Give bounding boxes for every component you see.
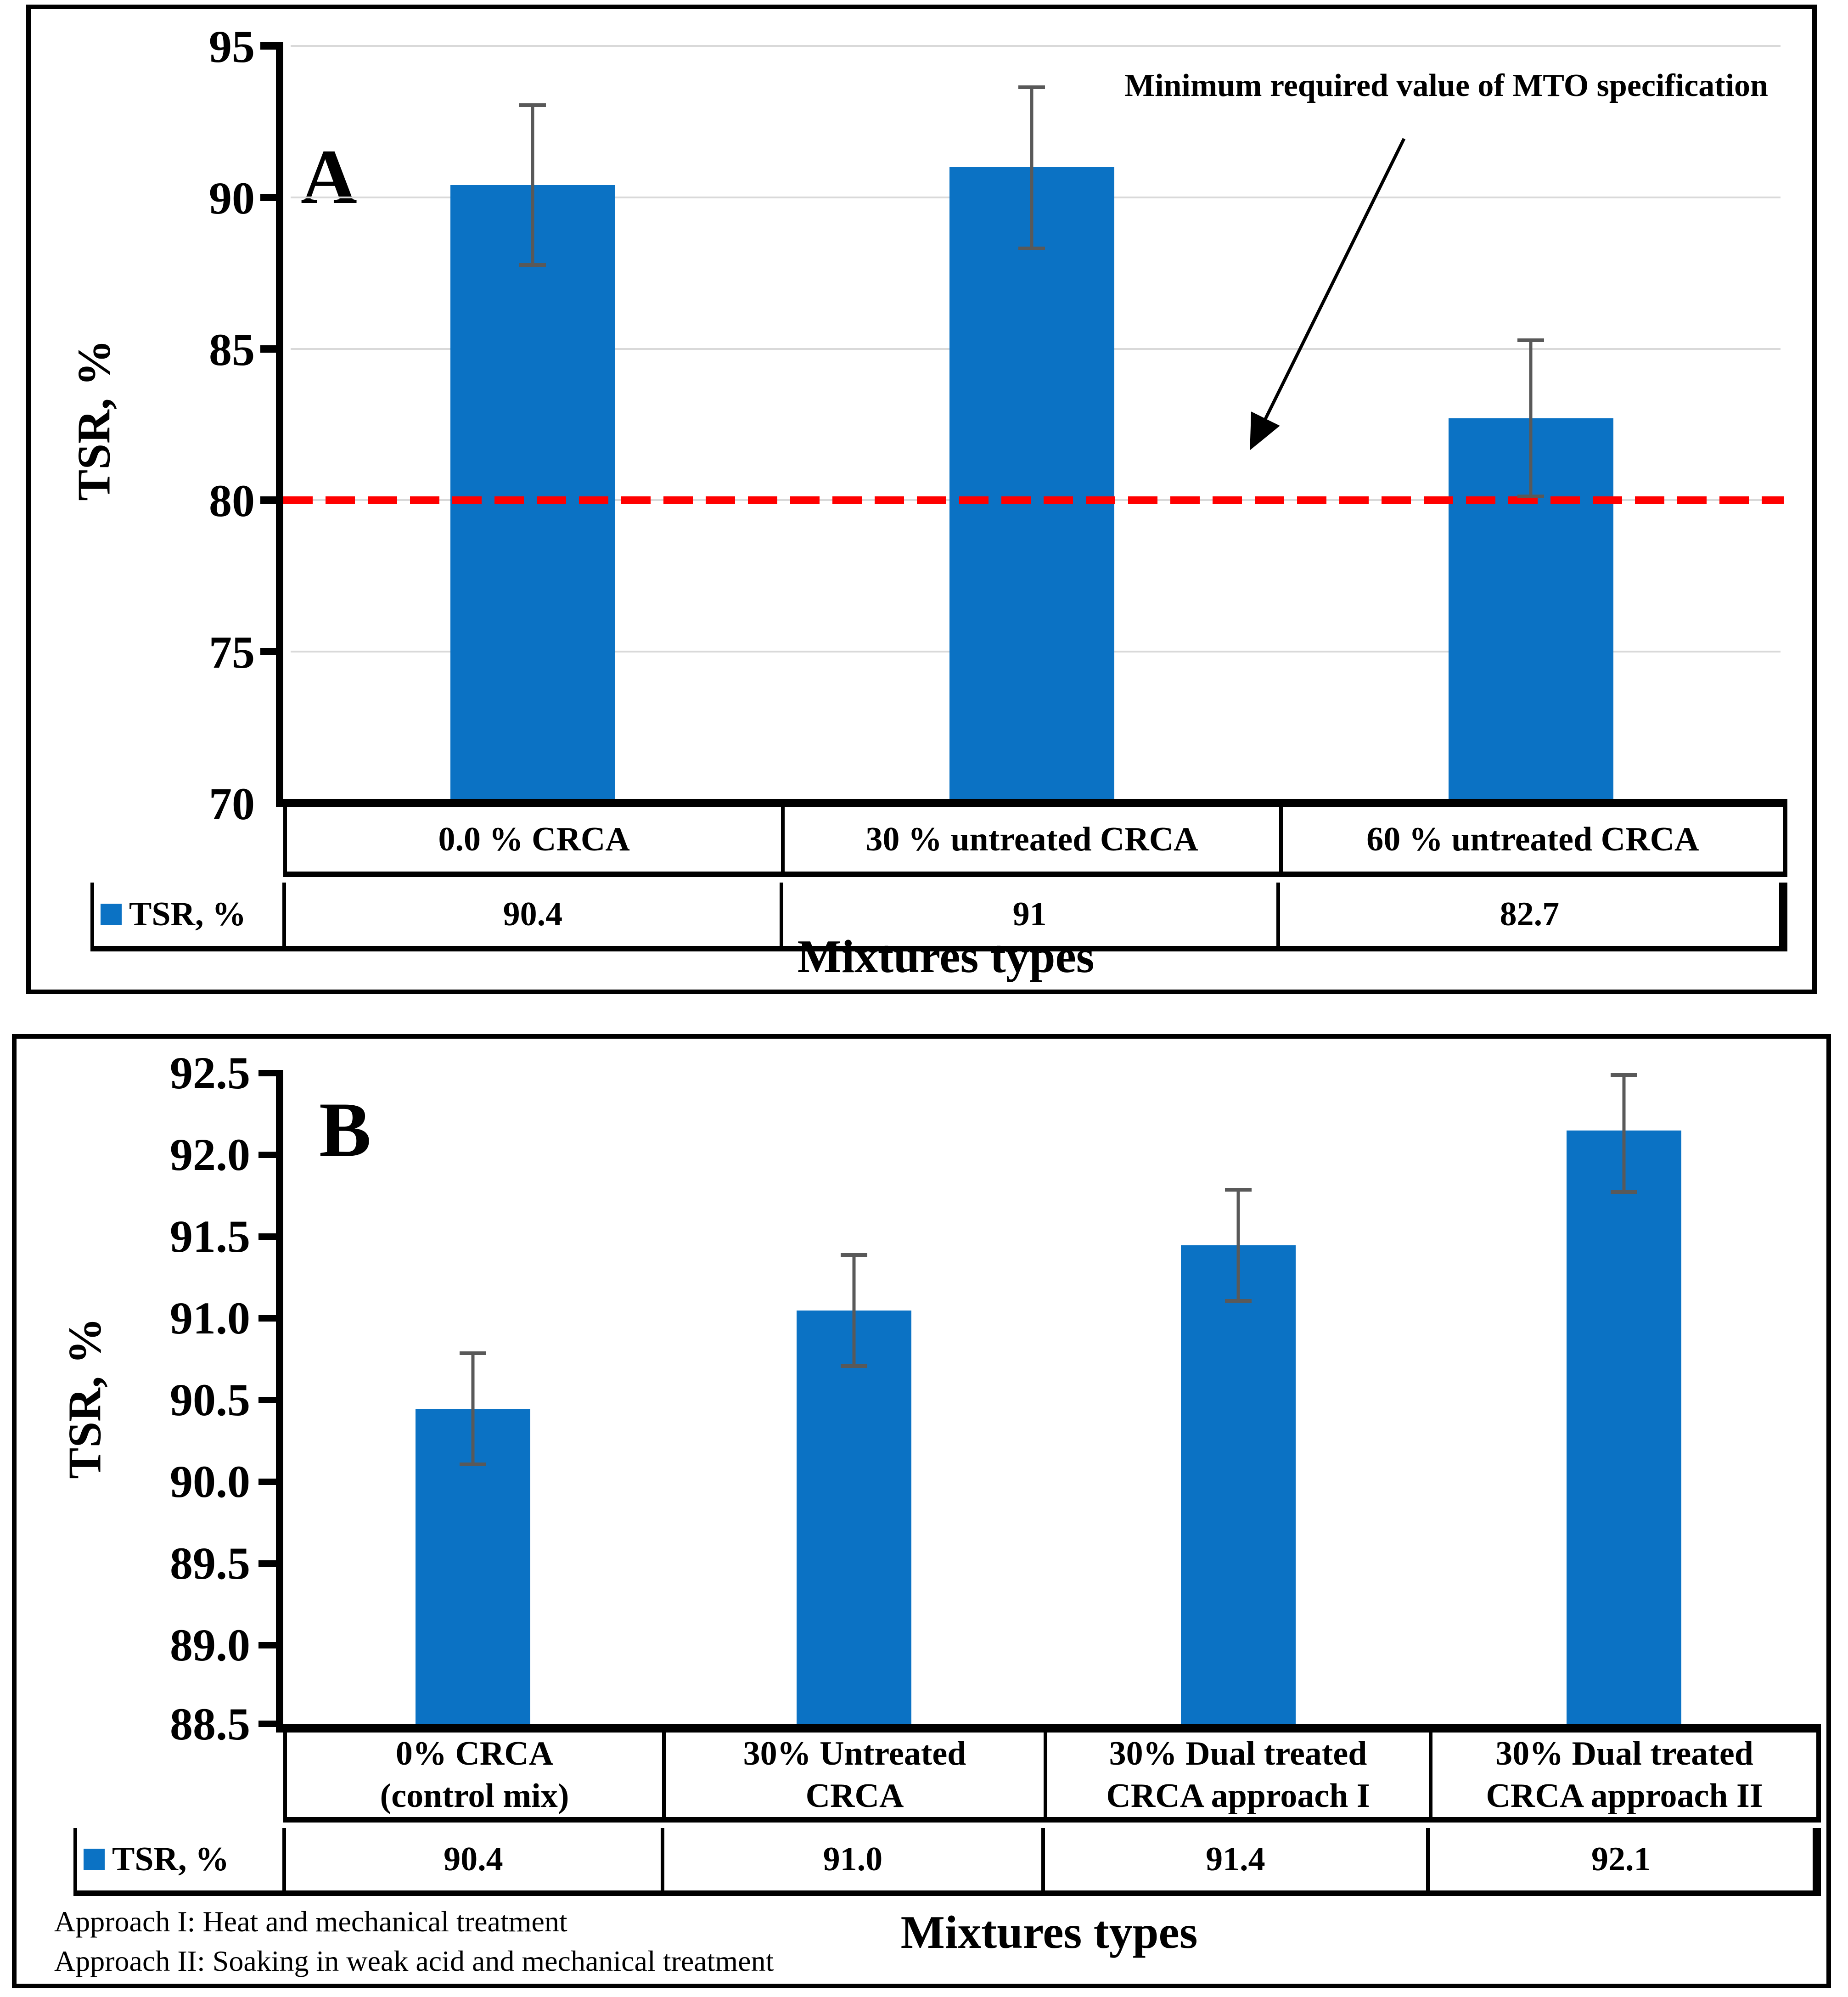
table-a-value-2: 91 xyxy=(783,883,1280,946)
table-b-value-3: 91.4 xyxy=(1045,1828,1430,1890)
ytick-label-a-95: 95 xyxy=(209,21,255,72)
error-cap-b-3-top xyxy=(1225,1188,1252,1192)
ytick-label-a-85: 85 xyxy=(209,324,255,375)
error-cap-a-1-top xyxy=(519,103,546,107)
ytick-label-b-920: 92.0 xyxy=(170,1129,250,1180)
table-b-value-2: 91.0 xyxy=(664,1828,1045,1890)
ytick-a-75 xyxy=(260,648,276,655)
y-axis-title-b: TSR, % xyxy=(59,1317,111,1479)
panel-a-letter: A xyxy=(301,134,357,220)
table-b-value-row: TSR, % 90.4 91.0 91.4 92.1 xyxy=(73,1828,1821,1896)
error-cap-a-2-top xyxy=(1018,85,1045,89)
bar-b-30-untreated xyxy=(797,1311,911,1724)
x-axis-b xyxy=(276,1724,1821,1733)
ytick-b-925 xyxy=(258,1070,276,1076)
table-a-value-3: 82.7 xyxy=(1280,883,1784,946)
bar-a-0-crca xyxy=(450,185,615,803)
panel-b-letter: B xyxy=(319,1086,371,1173)
error-cap-a-3-top xyxy=(1517,338,1544,342)
table-b-legend-cell: TSR, % xyxy=(77,1828,286,1890)
bar-a-30-untreated xyxy=(949,167,1114,803)
y-axis-title-a: TSR, % xyxy=(68,339,120,501)
error-bar-a-2 xyxy=(1030,85,1034,250)
table-b-category-row: 0% CRCA (control mix) 30% Untreated CRCA… xyxy=(283,1733,1821,1823)
error-cap-a-3-bottom xyxy=(1517,495,1544,498)
gridline-a-95 xyxy=(291,45,1781,47)
ytick-a-80 xyxy=(260,496,276,504)
ytick-label-b-915: 91.5 xyxy=(170,1211,250,1262)
error-cap-b-4-top xyxy=(1611,1073,1637,1077)
bar-b-30-dual-1 xyxy=(1181,1245,1296,1724)
ytick-b-900 xyxy=(258,1479,276,1485)
ytick-label-b-905: 90.5 xyxy=(170,1374,250,1425)
ytick-b-905 xyxy=(258,1397,276,1403)
ytick-b-885 xyxy=(258,1721,276,1727)
table-a-category-1: 0.0 % CRCA xyxy=(287,807,785,872)
table-b-category-4: 30% Dual treated CRCA approach II xyxy=(1432,1733,1821,1817)
error-bar-b-2 xyxy=(852,1253,856,1368)
ytick-label-a-70: 70 xyxy=(209,778,255,829)
error-cap-b-2-bottom xyxy=(841,1364,867,1368)
ytick-b-895 xyxy=(258,1560,276,1567)
footnote-approach-1: Approach I: Heat and mechanical treatmen… xyxy=(54,1905,567,1938)
table-b-value-1: 90.4 xyxy=(286,1828,664,1890)
ytick-b-890 xyxy=(258,1642,276,1648)
table-b-category-2: 30% Untreated CRCA xyxy=(666,1733,1048,1817)
error-cap-a-1-bottom xyxy=(519,263,546,267)
table-a-category-row: 0.0 % CRCA 30 % untreated CRCA 60 % untr… xyxy=(283,807,1787,877)
table-a-value-1: 90.4 xyxy=(286,883,783,946)
table-b-category-3: 30% Dual treated CRCA approach I xyxy=(1047,1733,1433,1817)
ytick-label-b-895: 89.5 xyxy=(170,1538,250,1589)
reference-line-80 xyxy=(283,496,1784,504)
error-cap-b-3-bottom xyxy=(1225,1299,1252,1303)
x-axis-title-a: Mixtures types xyxy=(797,931,1095,983)
ytick-label-b-900: 90.0 xyxy=(170,1456,250,1507)
ytick-label-b-885: 88.5 xyxy=(170,1699,250,1749)
error-cap-b-1-top xyxy=(460,1351,486,1355)
y-axis-b xyxy=(276,1070,283,1727)
error-cap-b-2-top xyxy=(841,1253,867,1257)
ytick-b-910 xyxy=(258,1315,276,1322)
table-b-category-1: 0% CRCA (control mix) xyxy=(287,1733,666,1817)
error-bar-b-4 xyxy=(1622,1073,1626,1194)
bar-b-30-dual-2 xyxy=(1567,1131,1681,1724)
table-a-category-3: 60 % untreated CRCA xyxy=(1282,807,1787,872)
ytick-a-85 xyxy=(260,345,276,353)
error-cap-b-4-bottom xyxy=(1611,1190,1637,1194)
table-b-legend-label: TSR, % xyxy=(112,1840,229,1878)
y-axis-a xyxy=(276,42,283,806)
ytick-label-a-75: 75 xyxy=(209,627,255,678)
table-a-value-row: TSR, % 90.4 91 82.7 xyxy=(90,883,1787,951)
ytick-label-a-80: 80 xyxy=(209,475,255,526)
legend-swatch-a xyxy=(101,904,122,925)
ytick-a-90 xyxy=(260,194,276,201)
table-b-value-4: 92.1 xyxy=(1429,1828,1817,1890)
legend-swatch-b xyxy=(84,1849,105,1870)
ytick-b-915 xyxy=(258,1233,276,1240)
error-cap-b-1-bottom xyxy=(460,1463,486,1466)
table-a-legend-label: TSR, % xyxy=(129,895,246,933)
error-bar-b-1 xyxy=(471,1351,475,1466)
ytick-a-95 xyxy=(260,42,276,50)
x-axis-title-b: Mixtures types xyxy=(900,1907,1198,1958)
ytick-b-920 xyxy=(258,1152,276,1158)
error-bar-b-3 xyxy=(1236,1188,1240,1303)
x-axis-a xyxy=(276,799,1787,807)
annotation-mto: Minimum required value of MTO specificat… xyxy=(1124,68,1768,103)
error-cap-a-2-bottom xyxy=(1018,247,1045,250)
ytick-label-b-890: 89.0 xyxy=(170,1620,250,1671)
table-a-legend-cell: TSR, % xyxy=(94,883,286,946)
ytick-label-a-90: 90 xyxy=(209,173,255,224)
table-a-category-2: 30 % untreated CRCA xyxy=(785,807,1283,872)
error-bar-a-3 xyxy=(1529,338,1533,498)
ytick-label-b-910: 91.0 xyxy=(170,1293,250,1344)
error-bar-a-1 xyxy=(531,103,534,267)
ytick-label-b-925: 92.5 xyxy=(170,1047,250,1098)
footnote-approach-2: Approach II: Soaking in weak acid and me… xyxy=(54,1945,774,1977)
